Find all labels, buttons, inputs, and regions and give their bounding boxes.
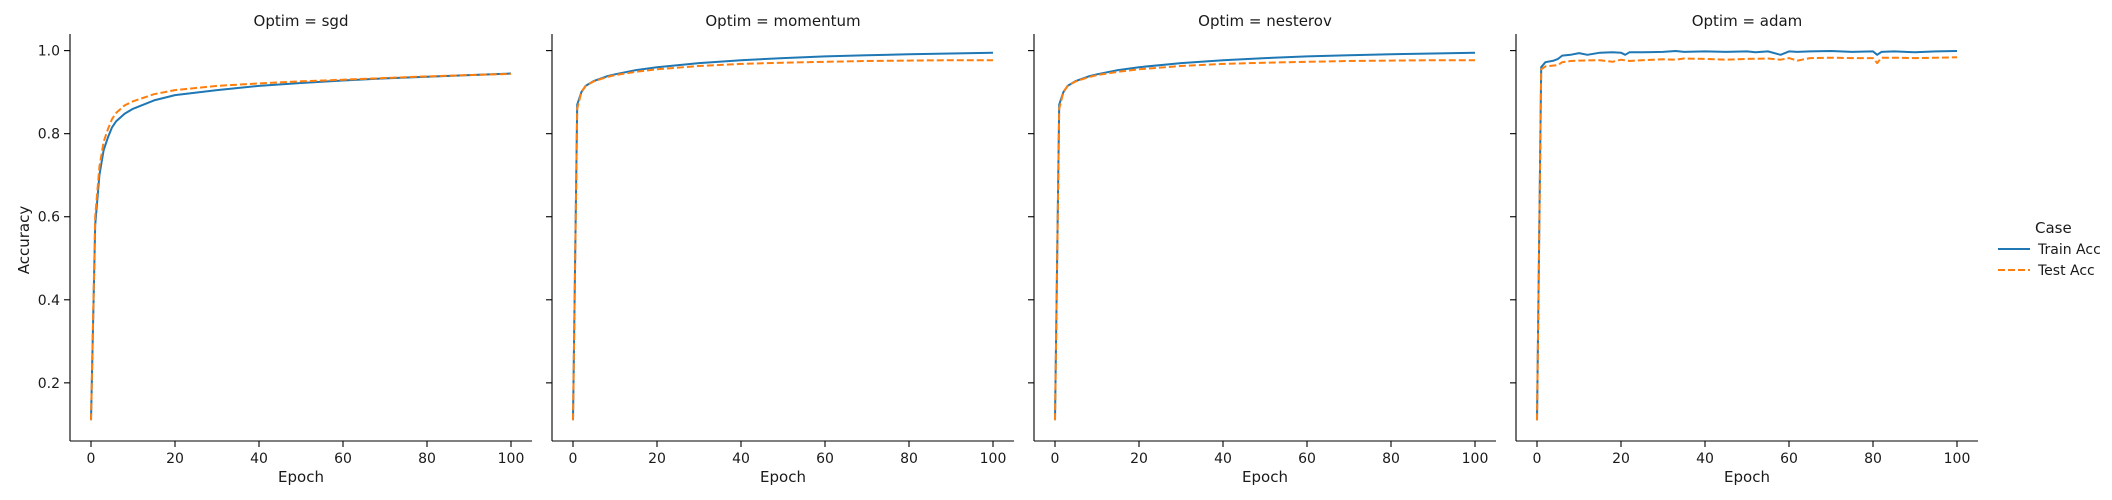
train-acc-line bbox=[90, 72, 512, 421]
test-acc-line bbox=[90, 72, 512, 421]
test-acc-line bbox=[572, 59, 993, 421]
panel-title: Optim = adam bbox=[1692, 12, 1803, 30]
y-axis-label: Accuracy bbox=[15, 206, 33, 275]
x-tick-label: 20 bbox=[1612, 451, 1630, 467]
x-tick-label: 80 bbox=[1864, 451, 1882, 467]
panel-2: Optim = nesterov 0 20 40 60 80 100 Epoch bbox=[1028, 12, 1496, 486]
x-tick-label: 80 bbox=[1382, 451, 1400, 467]
x-tick-label: 100 bbox=[498, 451, 525, 467]
x-tick-label: 0 bbox=[1051, 451, 1060, 467]
legend-title: Case bbox=[2035, 219, 2072, 237]
x-tick-label: 100 bbox=[1462, 451, 1489, 467]
x-tick-label: 0 bbox=[1533, 451, 1542, 467]
facet-panels: Optim = sgd 0.2 0.4 0.6 0.8 1.0 0 20 40 60 80 100 Ep… bbox=[38, 12, 1978, 486]
x-tick-label: 100 bbox=[1944, 451, 1971, 467]
x-tick-label: 80 bbox=[418, 451, 436, 467]
x-tick-label: 0 bbox=[569, 451, 578, 467]
legend: Case Train Acc Test Acc bbox=[1998, 219, 2101, 279]
train-acc-line bbox=[1054, 51, 1476, 421]
x-axis-label: Epoch bbox=[1242, 468, 1288, 486]
x-tick-label: 40 bbox=[1214, 451, 1232, 467]
x-tick-label: 20 bbox=[1130, 451, 1148, 467]
y-tick-label: 0.6 bbox=[38, 210, 60, 226]
legend-label-train: Train Acc bbox=[2037, 242, 2101, 258]
x-tick-label: 60 bbox=[816, 451, 834, 467]
x-tick-label: 40 bbox=[732, 451, 750, 467]
panel-title: Optim = nesterov bbox=[1198, 12, 1332, 30]
legend-entry-train: Train Acc bbox=[1998, 242, 2101, 258]
train-acc-line bbox=[1536, 50, 1958, 421]
y-tick-label: 1.0 bbox=[38, 44, 60, 60]
y-tick-label: 0.2 bbox=[38, 376, 60, 392]
panel-3: Optim = adam 0 20 40 60 80 100 Epoch bbox=[1510, 12, 1978, 486]
x-tick-label: 100 bbox=[980, 451, 1007, 467]
legend-entry-test: Test Acc bbox=[1998, 263, 2095, 279]
y-tick-label: 0.8 bbox=[38, 127, 60, 143]
x-tick-label: 20 bbox=[648, 451, 666, 467]
test-acc-line bbox=[1536, 56, 1958, 421]
x-tick-label: 60 bbox=[334, 451, 352, 467]
x-axis-label: Epoch bbox=[760, 468, 806, 486]
x-tick-label: 20 bbox=[166, 451, 184, 467]
panel-title: Optim = momentum bbox=[705, 12, 860, 30]
legend-label-test: Test Acc bbox=[2037, 263, 2095, 279]
panel-title: Optim = sgd bbox=[254, 12, 349, 30]
x-tick-label: 0 bbox=[87, 451, 96, 467]
x-tick-label: 60 bbox=[1780, 451, 1798, 467]
x-tick-label: 40 bbox=[250, 451, 268, 467]
x-axis-label: Epoch bbox=[1724, 468, 1770, 486]
panel-0: Optim = sgd 0.2 0.4 0.6 0.8 1.0 0 20 40 60 80 100 Ep… bbox=[38, 12, 532, 486]
test-acc-line bbox=[1054, 59, 1475, 421]
panel-1: Optim = momentum 0 20 40 60 80 100 Epoch bbox=[546, 12, 1014, 486]
y-tick-label: 0.4 bbox=[38, 293, 60, 309]
x-tick-label: 80 bbox=[900, 451, 918, 467]
x-tick-label: 60 bbox=[1298, 451, 1316, 467]
train-acc-line bbox=[572, 51, 994, 421]
x-axis-label: Epoch bbox=[278, 468, 324, 486]
x-tick-label: 40 bbox=[1696, 451, 1714, 467]
